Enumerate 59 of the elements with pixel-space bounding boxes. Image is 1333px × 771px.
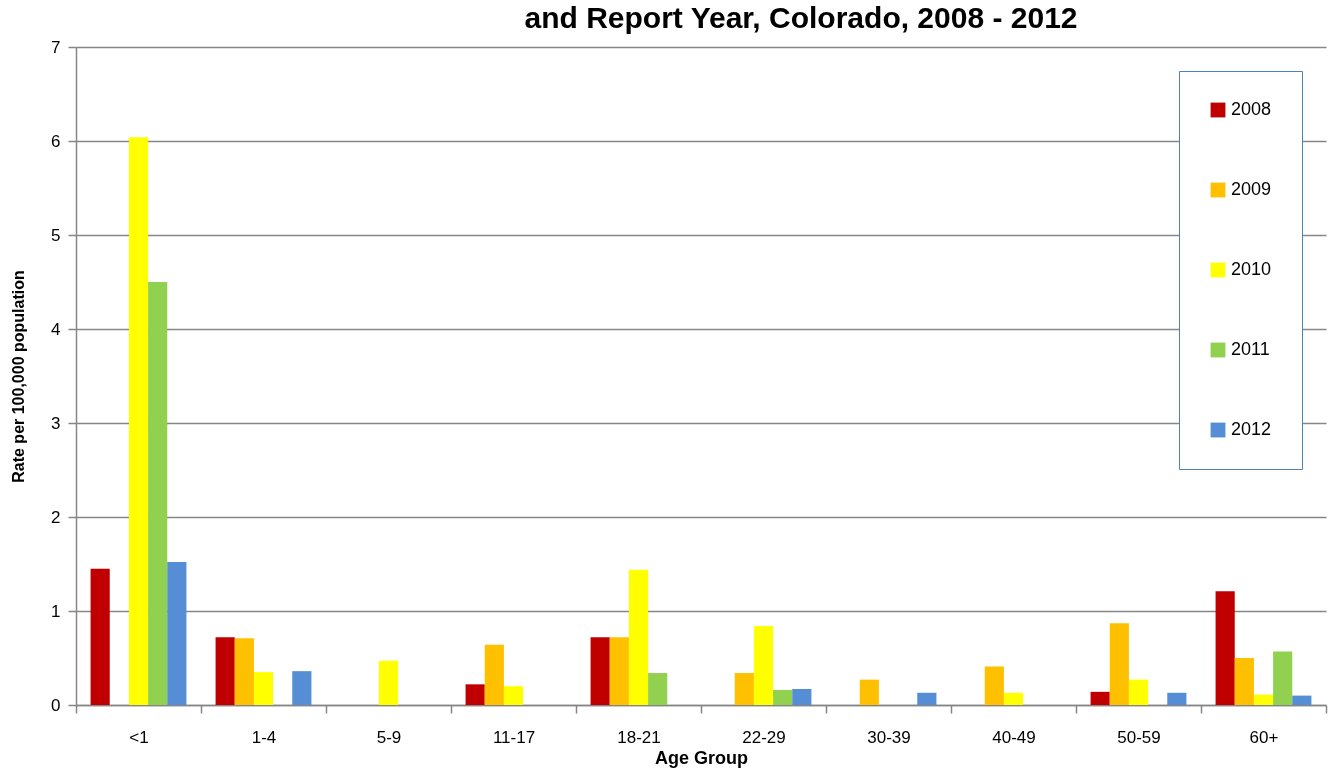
bar <box>484 644 504 705</box>
bar <box>648 673 668 705</box>
bar <box>773 689 793 705</box>
legend-label: 2010 <box>1231 259 1272 279</box>
y-tick-label: 1 <box>51 601 61 621</box>
y-tick-label: 0 <box>51 695 61 715</box>
x-tick-label: 60+ <box>1249 727 1279 747</box>
bar <box>167 562 187 705</box>
bar <box>253 672 274 705</box>
x-tick-label: 1-4 <box>251 727 277 747</box>
bar <box>90 568 110 705</box>
bar <box>1273 651 1293 705</box>
bar <box>984 666 1004 705</box>
legend-label: 2009 <box>1231 179 1272 199</box>
y-tick-label: 5 <box>51 225 61 245</box>
x-tick-label: 40-49 <box>992 727 1036 747</box>
y-tick-label: 7 <box>51 37 61 57</box>
bar <box>1167 692 1187 705</box>
bar <box>1090 691 1110 705</box>
y-tick-label: 4 <box>51 319 61 339</box>
bar <box>734 673 754 705</box>
bar <box>1253 694 1274 705</box>
legend-label: 2008 <box>1231 99 1272 119</box>
y-tick-label: 6 <box>51 131 61 151</box>
bar <box>628 569 649 705</box>
bar <box>1128 679 1149 705</box>
y-tick-label: 2 <box>51 507 61 527</box>
x-tick-label: 22-29 <box>742 727 786 747</box>
bar <box>859 679 879 705</box>
bar <box>234 638 254 705</box>
bar <box>503 686 524 705</box>
y-axis-title: Rate per 100,000 population <box>10 270 28 483</box>
bar <box>378 660 399 705</box>
bar <box>590 637 610 705</box>
x-tick-label: 18-21 <box>617 727 661 747</box>
x-tick-label: 30-39 <box>867 727 911 747</box>
chart-title: and Report Year, Colorado, 2008 - 2012 <box>524 1 1078 34</box>
bar <box>1109 623 1129 705</box>
bar <box>792 689 812 705</box>
bar <box>753 626 774 705</box>
x-tick-label: 50-59 <box>1117 727 1161 747</box>
bar <box>1234 658 1254 705</box>
x-tick-label: 5-9 <box>376 727 402 747</box>
bar <box>465 684 485 705</box>
bar <box>292 671 312 705</box>
bar <box>1003 692 1024 705</box>
bar <box>1215 591 1235 705</box>
bar <box>128 137 149 705</box>
x-tick-label: 11-17 <box>492 727 536 747</box>
bar <box>609 637 629 705</box>
bar <box>1292 695 1312 705</box>
legend-label: 2011 <box>1231 339 1270 359</box>
bar <box>215 637 235 705</box>
x-tick-label: <1 <box>129 727 149 747</box>
y-tick-label: 3 <box>51 413 61 433</box>
x-axis-title: Age Group <box>655 747 748 768</box>
bar <box>148 282 168 705</box>
legend-label: 2012 <box>1231 419 1272 439</box>
bar <box>917 692 937 705</box>
